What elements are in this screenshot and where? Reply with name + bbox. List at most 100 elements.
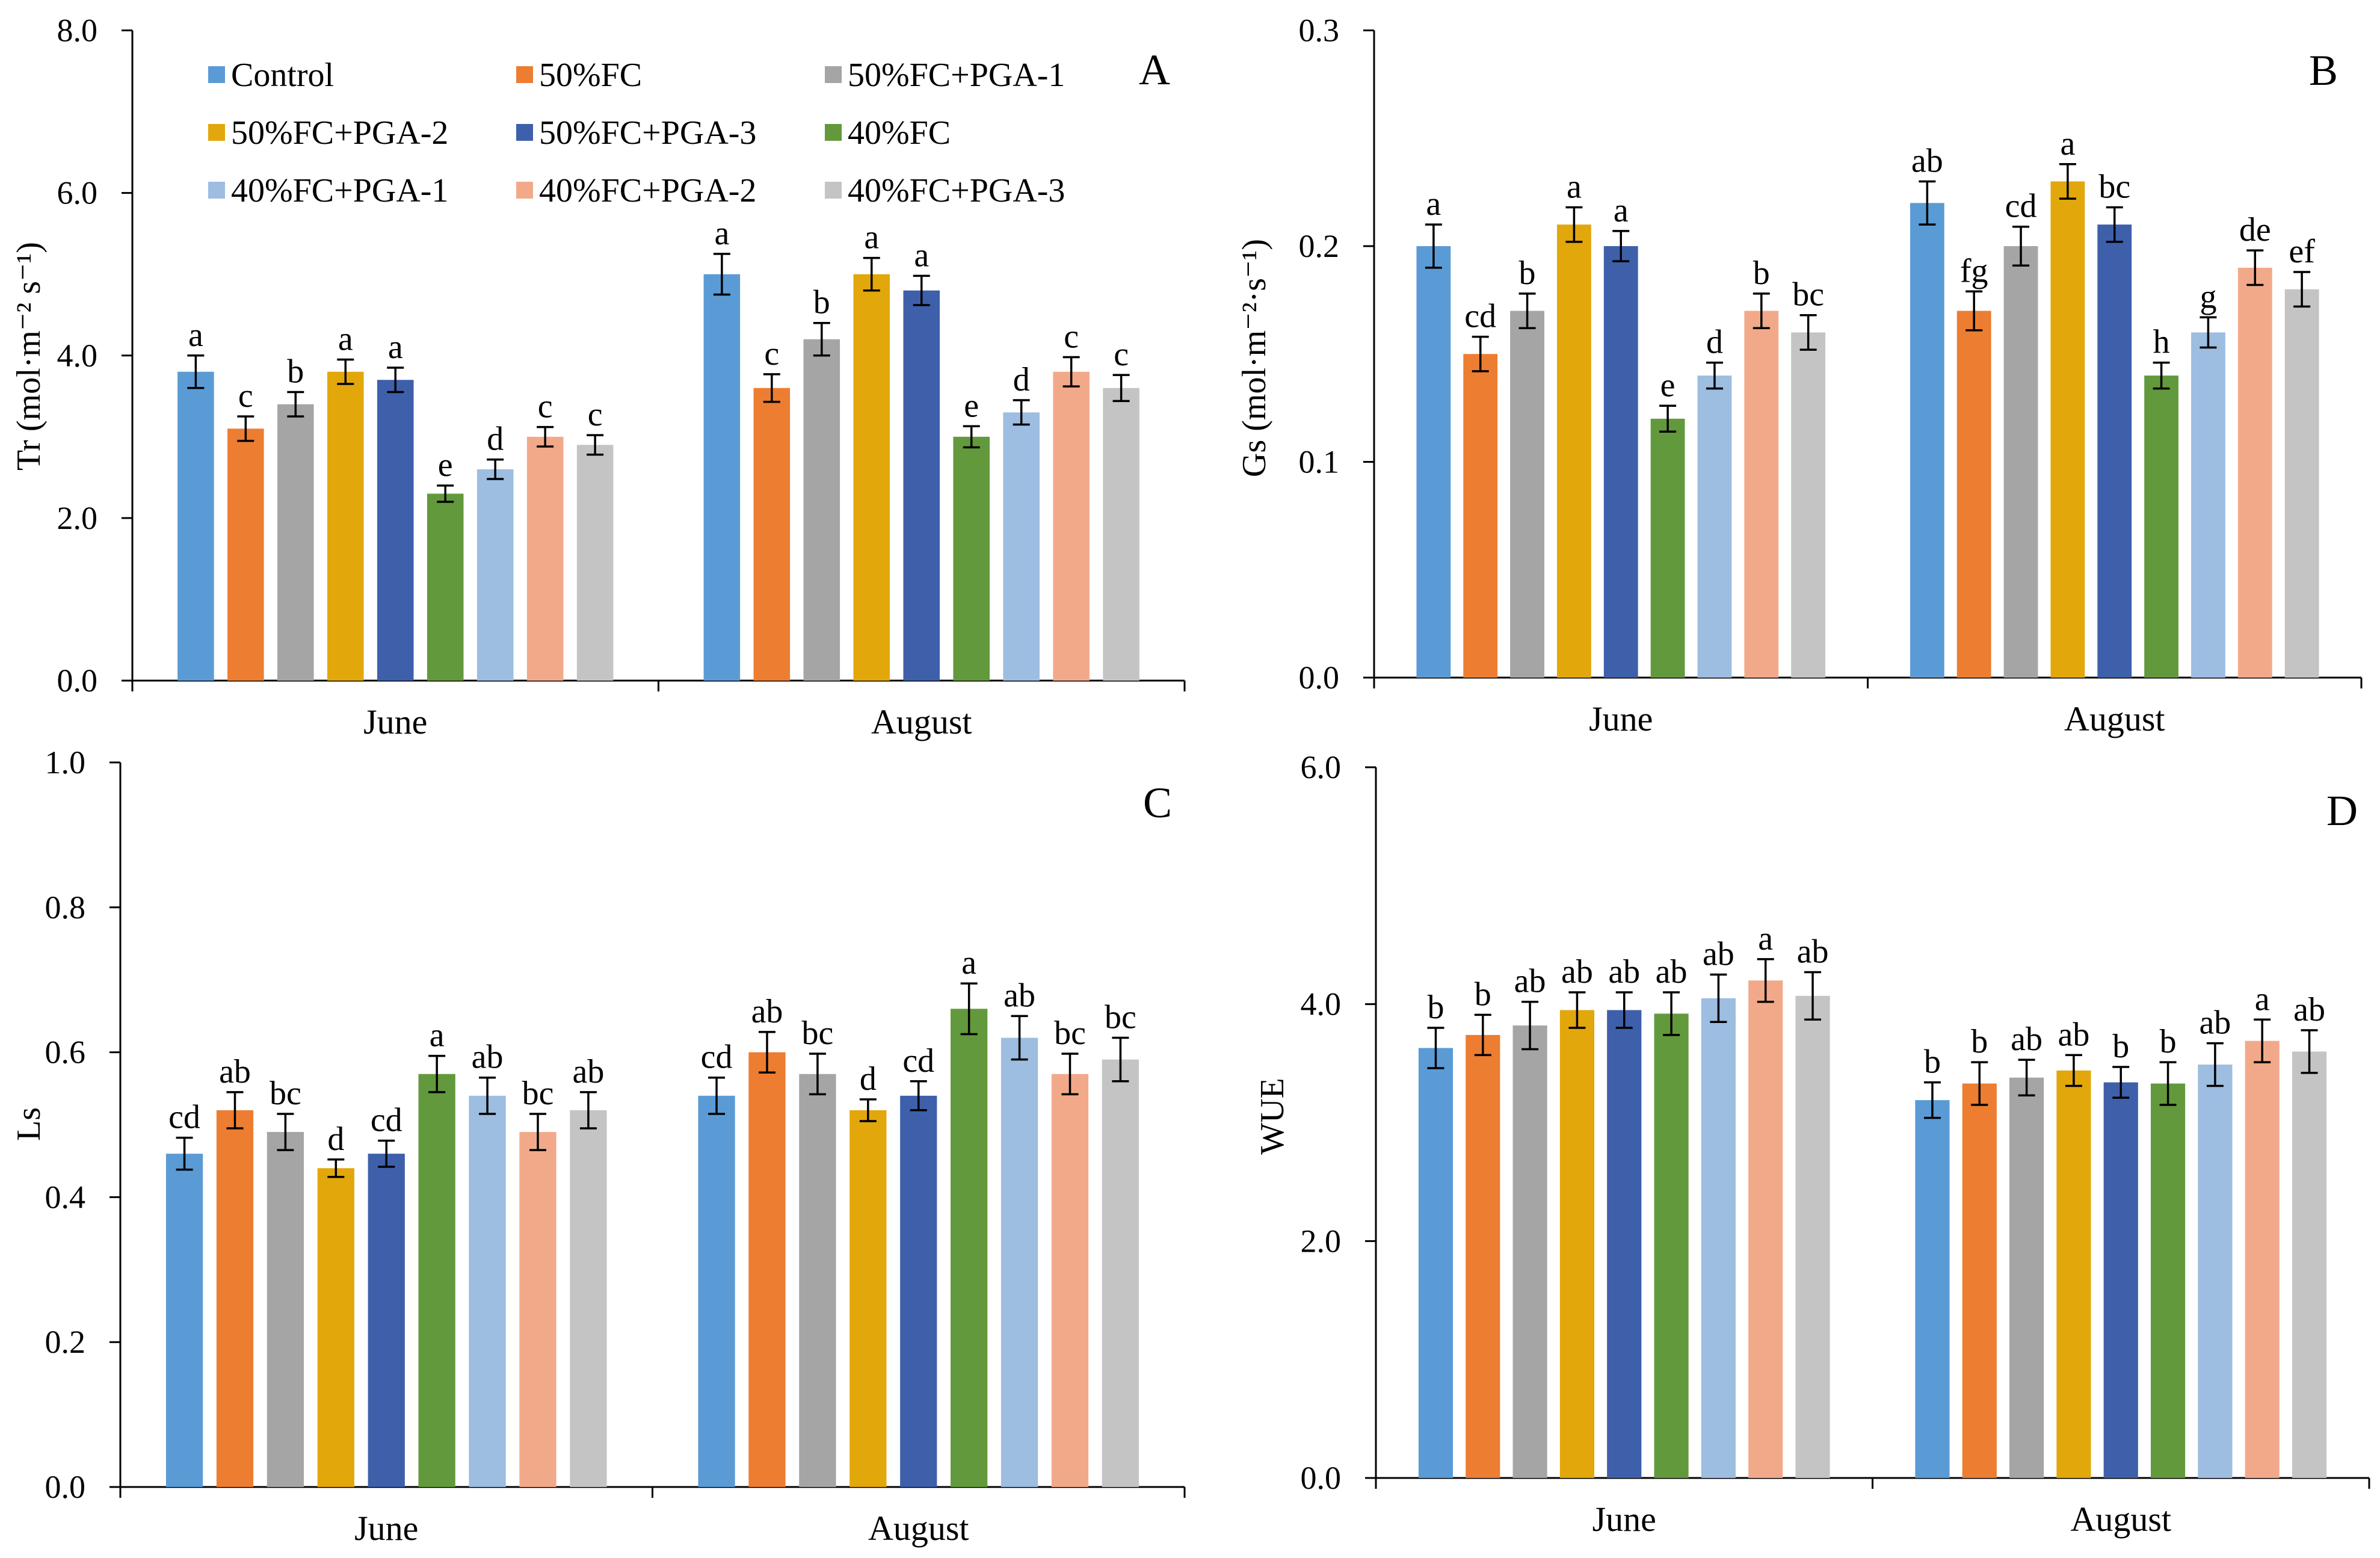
significance-letter-d-june-40pctfc-pga-3: ab: [1797, 933, 1829, 971]
bar-d-august-40pctfc-pga-3: [2292, 1051, 2327, 1478]
bar-d-august-control: [1915, 1100, 1950, 1478]
legend-item-control: Control: [208, 57, 334, 94]
significance-letter-a-august-50pctfc-pga-3: a: [914, 236, 929, 274]
significance-letter-a-august-50pctfc: c: [764, 335, 779, 372]
legend-label: 40%FC: [848, 114, 951, 152]
error-bar-d-june-40pctfc-pga-3: [1804, 971, 1822, 1021]
legend-swatch: [208, 66, 225, 83]
significance-letter-c-august-40pctfc-pga-3: bc: [1105, 999, 1136, 1036]
legend-label: 50%FC+PGA-3: [539, 114, 756, 152]
y-tick-label: 0.4: [45, 1179, 86, 1215]
error-bar-c-august-50pctfc-pga-3: [910, 1080, 927, 1111]
significance-letter-c-august-50pctfc-pga-2: d: [860, 1060, 877, 1098]
bar-a-june-50pctfc-pga-2: [327, 371, 364, 681]
significance-letter-a-june-50pctfc: c: [238, 377, 253, 415]
bar-d-june-50pctfc-pga-2: [1559, 1010, 1595, 1478]
legend-item-40pctfc-pga-3: 40%FC+PGA-3: [825, 172, 1065, 209]
error-bar-b-june-40pctfc-pga-1: [1706, 361, 1723, 390]
significance-letter-c-june-50pctfc-pga-1: bc: [270, 1075, 301, 1112]
error-bar-a-june-40pctfc: [437, 484, 454, 503]
error-bar-a-august-40pctfc-pga-2: [1062, 356, 1080, 388]
bar-a-june-50pctfc: [227, 428, 264, 681]
bar-b-june-40pctfc-pga-2: [1744, 311, 1779, 678]
significance-letter-d-august-40pctfc: b: [2160, 1023, 2177, 1060]
error-bar-c-august-50pctfc-pga-1: [809, 1053, 826, 1096]
legend-swatch: [516, 182, 533, 199]
significance-letter-a-june-40pctfc-pga-2: c: [538, 388, 553, 425]
significance-letter-c-june-control: cd: [168, 1099, 200, 1136]
bar-d-june-control: [1418, 1048, 1454, 1478]
significance-letter-a-august-control: a: [714, 215, 729, 252]
error-bar-b-august-40pctfc-pga-1: [2200, 316, 2217, 349]
significance-letter-b-june-50pctfc-pga-1: b: [1519, 255, 1536, 292]
y-axis-label: Tr (mol·m⁻² s⁻¹): [10, 242, 48, 471]
bar-a-august-40pctfc-pga-1: [1003, 412, 1040, 681]
significance-letter-a-june-50pctfc-pga-3: a: [388, 329, 403, 366]
bar-d-august-40pctfc: [2150, 1083, 2186, 1478]
y-axis-label: Ls: [10, 1107, 48, 1141]
bar-a-june-40pctfc: [427, 493, 464, 681]
significance-letter-d-june-50pctfc-pga-3: ab: [1608, 953, 1640, 991]
bar-d-june-40pctfc-pga-1: [1701, 998, 1736, 1478]
bar-b-june-control: [1416, 246, 1451, 678]
bar-d-august-40pctfc-pga-1: [2198, 1065, 2233, 1478]
bar-d-august-40pctfc-pga-2: [2245, 1040, 2280, 1478]
error-bar-c-august-40pctfc-pga-2: [1061, 1053, 1079, 1096]
error-bar-a-august-40pctfc-pga-3: [1112, 374, 1130, 403]
y-tick-label: 0.0: [45, 1469, 86, 1505]
error-bar-d-june-50pctfc-pga-2: [1568, 991, 1586, 1029]
panel-label: C: [1143, 779, 1172, 827]
y-tick-label: 0.0: [57, 663, 98, 699]
bar-b-june-50pctfc: [1463, 354, 1498, 678]
bar-c-june-50pctfc-pga-1: [267, 1132, 304, 1487]
significance-letter-d-june-50pctfc-pga-1: ab: [1514, 963, 1546, 1000]
legend-item-50pctfc: 50%FC: [516, 57, 642, 94]
bar-c-august-50pctfc-pga-2: [849, 1110, 887, 1487]
x-category-label: June: [354, 1509, 418, 1548]
bar-c-june-40pctfc-pga-1: [469, 1095, 506, 1487]
error-bar-c-june-50pctfc-pga-1: [277, 1113, 294, 1151]
significance-letter-b-august-50pctfc-pga-3: bc: [2098, 168, 2130, 205]
bar-d-june-40pctfc: [1654, 1013, 1689, 1478]
error-bar-d-august-40pctfc: [2159, 1061, 2177, 1106]
error-bar-d-june-40pctfc-pga-1: [1710, 973, 1727, 1023]
legend-item-40pctfc-pga-2: 40%FC+PGA-2: [516, 172, 756, 209]
error-bar-a-june-40pctfc-pga-1: [487, 458, 504, 480]
significance-letter-d-august-50pctfc: b: [1971, 1023, 1988, 1060]
significance-letter-a-june-40pctfc-pga-3: c: [588, 396, 603, 433]
legend-swatch: [825, 66, 842, 83]
y-tick-label: 0.8: [45, 889, 86, 926]
bar-a-august-50pctfc-pga-3: [903, 290, 940, 681]
significance-letter-b-june-control: a: [1426, 185, 1441, 223]
significance-letter-a-august-50pctfc-pga-1: b: [813, 284, 830, 321]
panel-b: Gs (mol·m⁻²·s⁻¹) B 0.00.10.20.3Juneacdba…: [1236, 13, 2363, 738]
y-axis-label: Gs (mol·m⁻²·s⁻¹): [1236, 239, 1273, 477]
error-bar-c-june-50pctfc-pga-2: [327, 1158, 345, 1178]
significance-letter-a-june-40pctfc: e: [438, 447, 453, 484]
error-bar-b-august-50pctfc-pga-1: [2012, 225, 2030, 267]
legend-item-40pctfc: 40%FC: [825, 114, 951, 152]
error-bar-a-june-40pctfc-pga-3: [587, 434, 604, 456]
bar-d-june-40pctfc-pga-2: [1748, 980, 1783, 1478]
error-bar-c-august-50pctfc-pga-2: [859, 1098, 877, 1122]
error-bar-d-june-50pctfc: [1474, 1013, 1491, 1057]
error-bar-b-august-50pctfc-pga-3: [2106, 206, 2123, 243]
error-bar-b-june-50pctfc-pga-2: [1565, 206, 1583, 243]
legend-swatch: [208, 124, 225, 141]
bar-a-august-40pctfc-pga-2: [1053, 371, 1090, 681]
bar-c-august-50pctfc: [748, 1052, 786, 1487]
bar-b-august-control: [1910, 203, 1944, 678]
significance-letter-c-august-50pctfc-pga-3: cd: [902, 1042, 934, 1080]
significance-letter-c-august-40pctfc-pga-1: ab: [1003, 977, 1035, 1014]
bar-a-june-40pctfc-pga-3: [576, 445, 614, 681]
error-bar-c-august-40pctfc: [960, 982, 978, 1036]
significance-letter-d-june-40pctfc-pga-2: a: [1758, 920, 1773, 957]
legend-label: 50%FC+PGA-1: [848, 57, 1065, 94]
bar-b-june-40pctfc-pga-3: [1791, 332, 1826, 678]
x-category-label: August: [868, 1509, 969, 1548]
error-bar-c-august-40pctfc-pga-3: [1112, 1036, 1129, 1083]
bar-c-august-40pctfc-pga-3: [1102, 1059, 1139, 1487]
x-category-label: June: [363, 702, 427, 741]
error-bar-b-june-50pctfc: [1472, 335, 1489, 372]
legend-label: 40%FC+PGA-3: [848, 172, 1065, 209]
